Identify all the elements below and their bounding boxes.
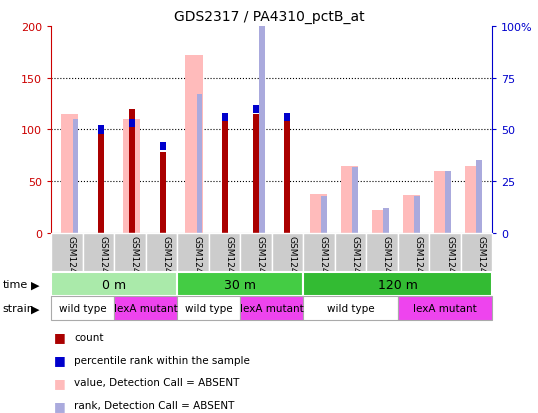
- Bar: [51, 297, 114, 320]
- Text: GSM124820: GSM124820: [477, 235, 485, 290]
- Bar: [222, 120, 228, 233]
- Bar: [253, 105, 259, 114]
- Bar: [321, 196, 327, 233]
- Text: 120 m: 120 m: [378, 278, 417, 291]
- Bar: [129, 120, 134, 128]
- Text: lexA mutant: lexA mutant: [114, 304, 178, 313]
- Bar: [146, 233, 177, 273]
- Bar: [61, 114, 79, 233]
- Text: ▶: ▶: [31, 280, 40, 290]
- Text: GSM124823: GSM124823: [193, 235, 202, 290]
- Text: ■: ■: [54, 353, 66, 366]
- Text: wild type: wild type: [185, 304, 232, 313]
- Text: rank, Detection Call = ABSENT: rank, Detection Call = ABSENT: [74, 400, 235, 410]
- Text: GSM124826: GSM124826: [350, 235, 359, 290]
- Bar: [383, 209, 389, 233]
- Text: ■: ■: [54, 330, 66, 344]
- Bar: [445, 171, 451, 233]
- Text: GSM124819: GSM124819: [445, 235, 454, 290]
- Bar: [129, 109, 134, 233]
- Bar: [253, 114, 259, 233]
- Text: GSM124816: GSM124816: [414, 235, 422, 290]
- Bar: [197, 95, 202, 233]
- Text: lexA mutant: lexA mutant: [240, 304, 303, 313]
- Bar: [398, 233, 429, 273]
- Text: GSM124827: GSM124827: [382, 235, 391, 290]
- Text: ■: ■: [54, 376, 66, 389]
- Bar: [209, 233, 240, 273]
- Text: percentile rank within the sample: percentile rank within the sample: [74, 355, 250, 365]
- Text: GSM124822: GSM124822: [98, 235, 108, 290]
- Text: GSM124821: GSM124821: [67, 235, 76, 290]
- Bar: [429, 233, 461, 273]
- Text: ▶: ▶: [31, 304, 40, 313]
- Bar: [98, 126, 104, 134]
- Bar: [114, 233, 146, 273]
- Text: wild type: wild type: [327, 304, 374, 313]
- Bar: [73, 120, 78, 233]
- Bar: [98, 130, 104, 233]
- Bar: [51, 233, 83, 273]
- Bar: [310, 194, 327, 233]
- Bar: [434, 171, 451, 233]
- Bar: [123, 120, 140, 233]
- Bar: [240, 233, 272, 273]
- Bar: [403, 195, 420, 233]
- Bar: [461, 233, 492, 273]
- Bar: [259, 0, 265, 233]
- Bar: [398, 297, 492, 320]
- Text: time: time: [3, 280, 28, 290]
- Text: GSM124815: GSM124815: [256, 235, 265, 290]
- Bar: [366, 233, 398, 273]
- Bar: [341, 166, 358, 233]
- Bar: [240, 297, 303, 320]
- Text: GSM124825: GSM124825: [319, 235, 328, 290]
- Text: value, Detection Call = ABSENT: value, Detection Call = ABSENT: [74, 377, 239, 387]
- Text: wild type: wild type: [59, 304, 107, 313]
- Bar: [335, 233, 366, 273]
- Bar: [177, 273, 303, 297]
- Text: ■: ■: [54, 399, 66, 412]
- Text: GDS2317 / PA4310_pctB_at: GDS2317 / PA4310_pctB_at: [174, 10, 364, 24]
- Text: lexA mutant: lexA mutant: [413, 304, 477, 313]
- Bar: [83, 233, 114, 273]
- Bar: [303, 233, 335, 273]
- Bar: [285, 114, 290, 122]
- Text: strain: strain: [3, 304, 34, 313]
- Bar: [160, 153, 166, 233]
- Bar: [285, 114, 290, 233]
- Bar: [160, 142, 166, 151]
- Bar: [303, 297, 398, 320]
- Bar: [372, 211, 389, 233]
- Text: 0 m: 0 m: [102, 278, 126, 291]
- Bar: [477, 161, 482, 233]
- Bar: [414, 196, 420, 233]
- Bar: [51, 273, 177, 297]
- Bar: [222, 114, 228, 122]
- Bar: [465, 166, 482, 233]
- Text: GSM124817: GSM124817: [161, 235, 171, 290]
- Bar: [186, 56, 203, 233]
- Text: GSM124818: GSM124818: [287, 235, 296, 290]
- Text: GSM124824: GSM124824: [224, 235, 233, 290]
- Bar: [272, 233, 303, 273]
- Bar: [177, 297, 240, 320]
- Bar: [352, 167, 358, 233]
- Text: 30 m: 30 m: [224, 278, 256, 291]
- Text: GSM124814: GSM124814: [130, 235, 139, 290]
- Text: count: count: [74, 332, 104, 342]
- Bar: [114, 297, 177, 320]
- Bar: [177, 233, 209, 273]
- Bar: [303, 273, 492, 297]
